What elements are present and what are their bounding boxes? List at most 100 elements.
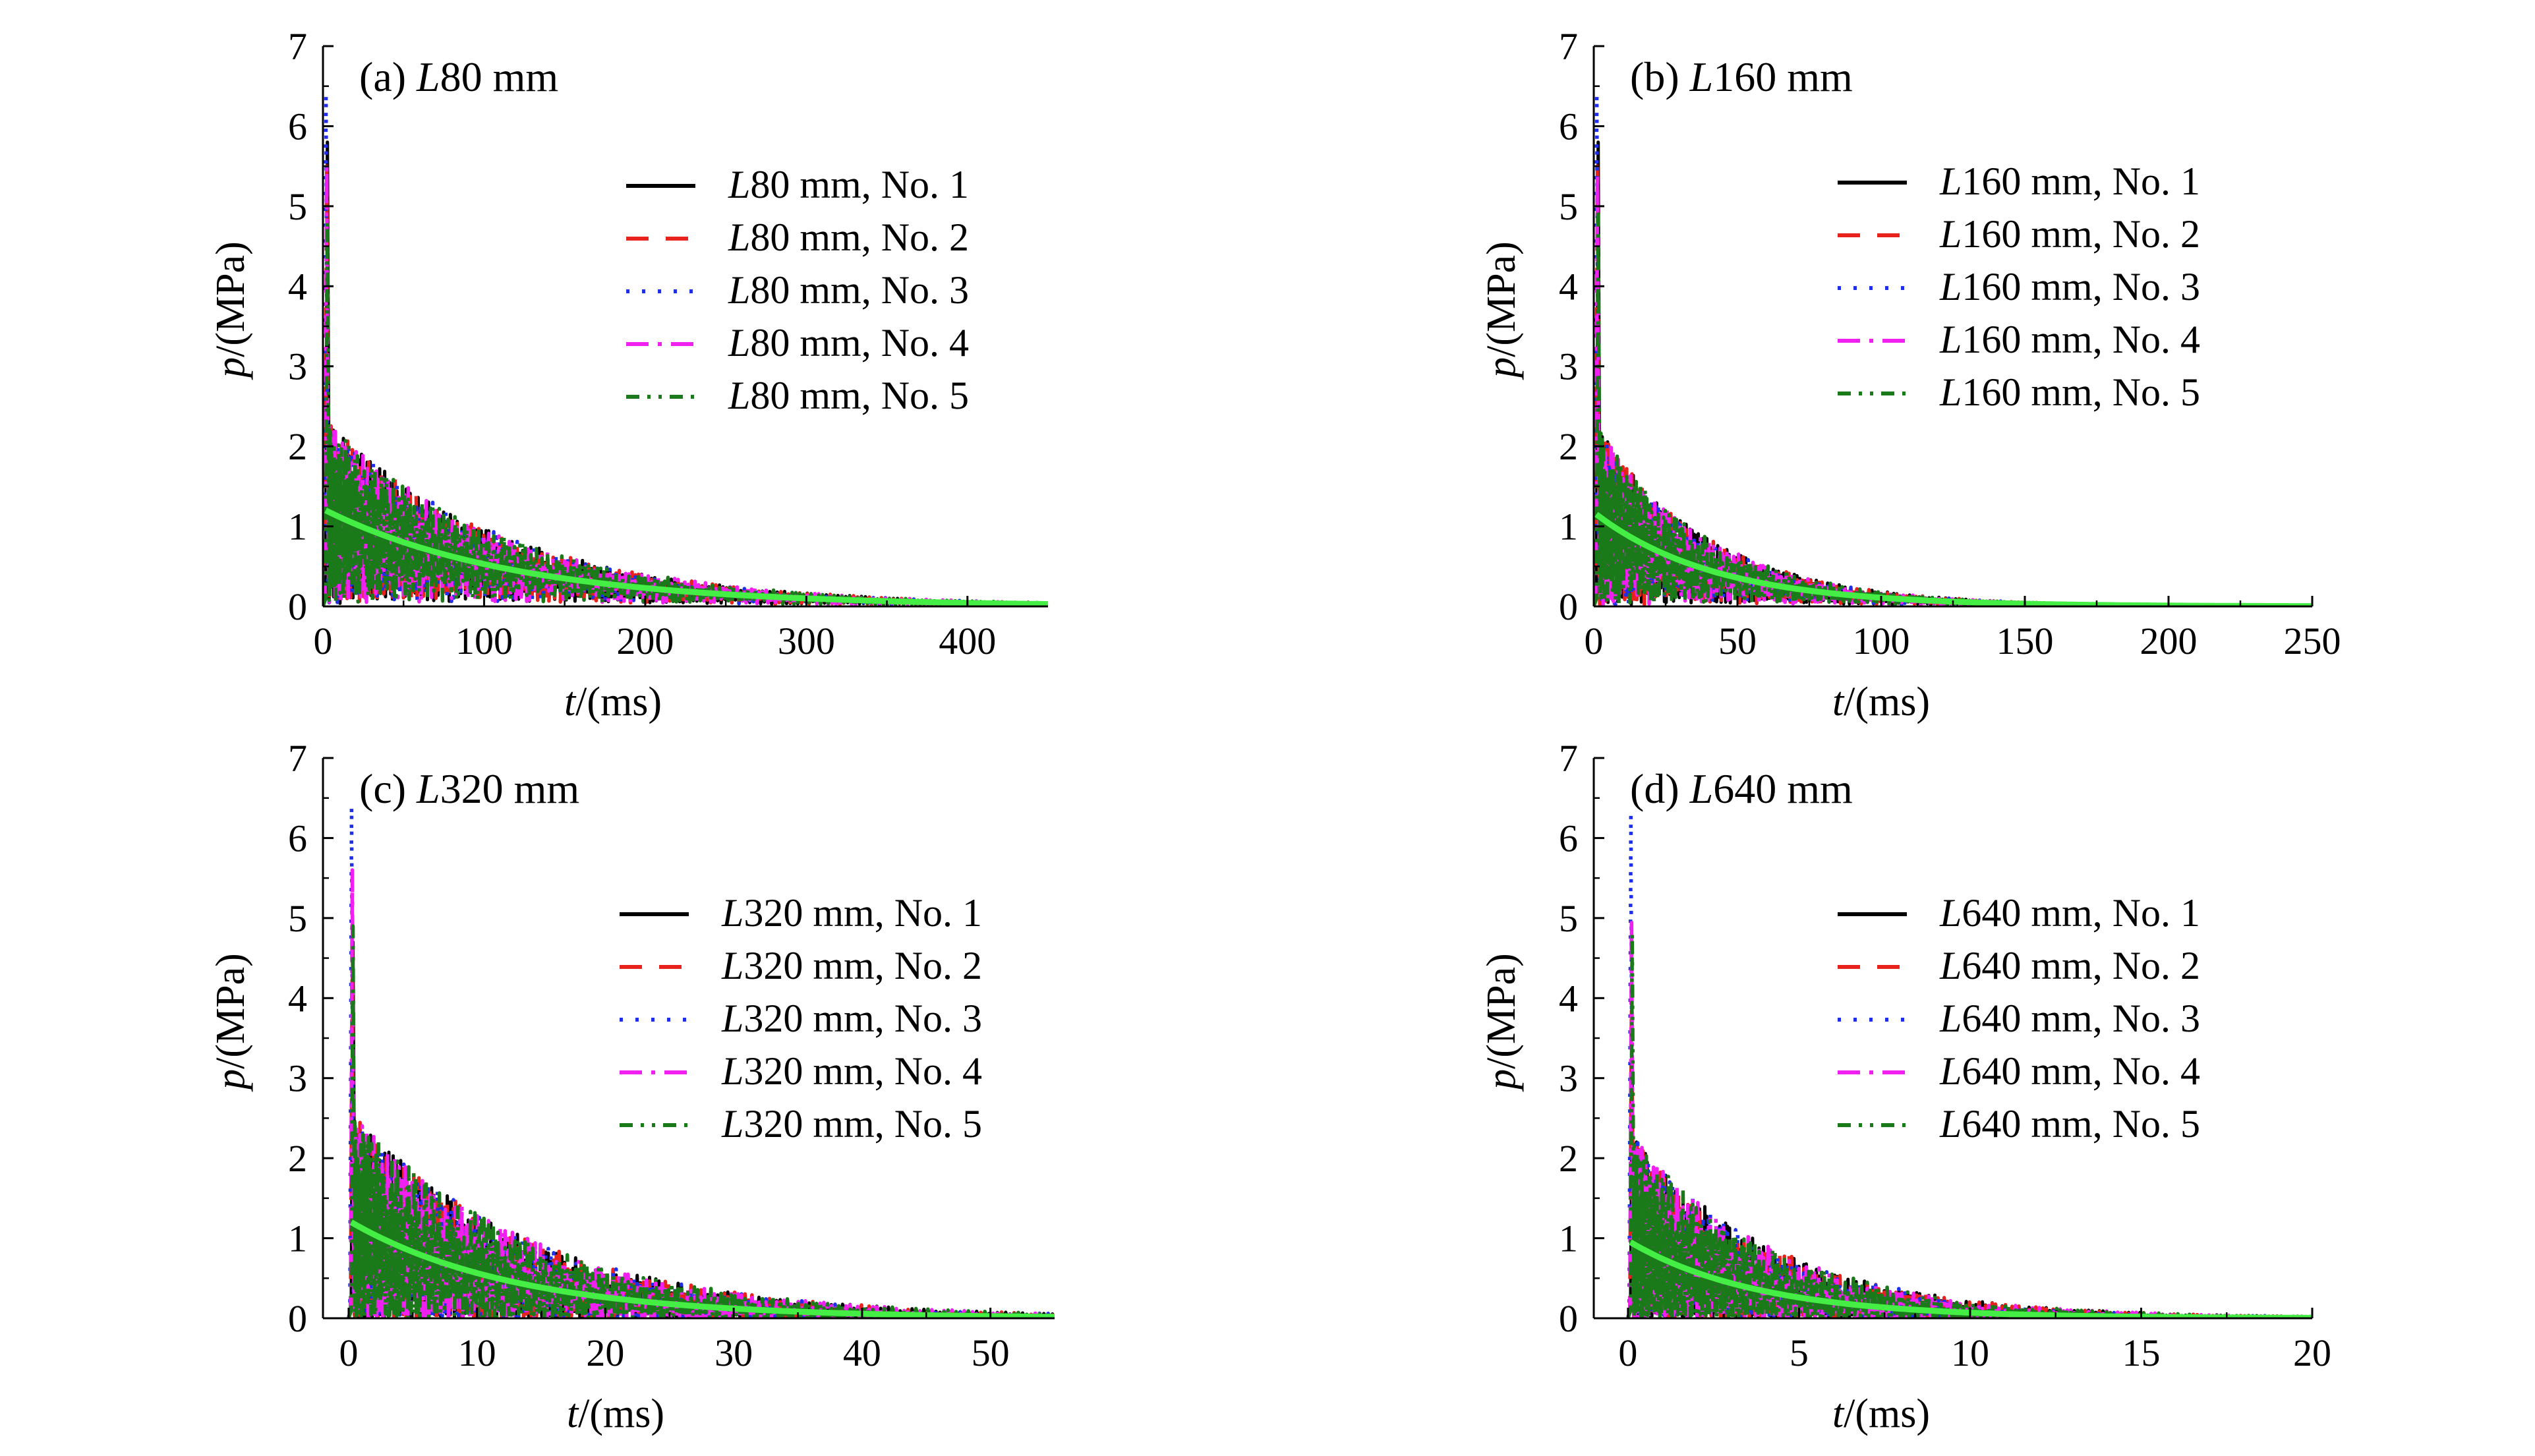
- text-variable: t: [1832, 1391, 1845, 1436]
- text-suffix: 80 mm, No. 2: [750, 216, 969, 259]
- legend-label-4: L640 mm, No. 4: [1939, 1049, 2200, 1093]
- y-axis-label: p/(MPa): [1479, 241, 1524, 380]
- legend-label-4: L160 mm, No. 4: [1939, 318, 2200, 361]
- text-suffix: 320 mm, No. 5: [743, 1102, 982, 1146]
- y-tick-label: 3: [288, 1057, 307, 1100]
- text-variable: L: [1689, 53, 1714, 100]
- x-tick-label: 100: [455, 620, 513, 662]
- series-line-5: [347, 924, 1055, 1318]
- text-variable: p: [208, 1069, 253, 1092]
- y-tick-label: 0: [288, 585, 307, 628]
- x-tick-label: 50: [1718, 620, 1757, 662]
- y-tick-label: 1: [1559, 1217, 1578, 1260]
- legend-label-3: L320 mm, No. 3: [721, 997, 982, 1040]
- text-prefix: (c): [359, 765, 417, 812]
- text-variable: L: [1939, 1102, 1962, 1146]
- x-tick-label: 15: [2122, 1331, 2160, 1374]
- text-variable: L: [721, 1049, 743, 1093]
- text-suffix: /(ms): [1844, 1391, 1930, 1436]
- x-tick-label: 20: [586, 1331, 624, 1374]
- x-tick-label: 250: [2284, 620, 2341, 662]
- text-variable: L: [1939, 891, 1962, 935]
- legend-label-4: L80 mm, No. 4: [728, 321, 969, 364]
- text-variable: L: [728, 163, 750, 206]
- y-tick-label: 1: [288, 506, 307, 548]
- text-prefix: (a): [359, 53, 417, 100]
- x-axis-label: t/(ms): [1832, 680, 1930, 724]
- y-tick-label: 4: [1559, 265, 1578, 308]
- text-variable: L: [1689, 765, 1714, 812]
- text-suffix: 80 mm: [440, 53, 559, 100]
- text-suffix: 320 mm, No. 2: [743, 944, 982, 987]
- text-suffix: /(ms): [575, 680, 662, 724]
- x-tick-label: 5: [1790, 1331, 1809, 1374]
- text-suffix: 160 mm, No. 4: [1962, 318, 2200, 361]
- plot-area: [1626, 812, 2312, 1318]
- legend-label-2: L320 mm, No. 2: [721, 944, 982, 987]
- legend-label-2: L640 mm, No. 2: [1939, 944, 2200, 987]
- text-suffix: 80 mm, No. 5: [750, 374, 969, 417]
- panel-title: (c) L320 mm: [359, 765, 579, 812]
- text-suffix: /(ms): [578, 1391, 664, 1436]
- text-variable: L: [1939, 160, 1962, 203]
- text-variable: L: [1939, 1049, 1962, 1093]
- legend-label-5: L80 mm, No. 5: [728, 374, 969, 417]
- y-tick-label: 0: [288, 1297, 307, 1340]
- legend-label-5: L320 mm, No. 5: [721, 1102, 982, 1146]
- y-tick-label: 7: [288, 25, 307, 68]
- legend-label-1: L640 mm, No. 1: [1939, 891, 2200, 935]
- text-variable: t: [567, 1391, 579, 1436]
- text-variable: L: [416, 765, 440, 812]
- y-tick-label: 7: [288, 737, 307, 780]
- text-variable: L: [721, 944, 743, 987]
- text-suffix: /(ms): [1844, 680, 1930, 724]
- text-variable: L: [728, 216, 750, 259]
- text-variable: L: [721, 891, 743, 935]
- x-tick-label: 400: [939, 620, 996, 662]
- text-variable: L: [1939, 212, 1962, 256]
- y-tick-label: 5: [288, 185, 307, 228]
- text-suffix: /(MPa): [208, 241, 253, 357]
- y-axis-label: p/(MPa): [208, 953, 253, 1092]
- panel-title: (a) L80 mm: [359, 53, 558, 100]
- text-suffix: 160 mm, No. 3: [1962, 265, 2200, 308]
- y-tick-label: 6: [288, 817, 307, 859]
- text-suffix: 320 mm, No. 4: [743, 1049, 982, 1093]
- y-tick-label: 5: [1559, 185, 1578, 228]
- y-tick-label: 4: [288, 265, 307, 308]
- text-variable: L: [1939, 265, 1962, 308]
- text-variable: L: [1939, 997, 1962, 1040]
- text-suffix: 640 mm, No. 4: [1962, 1049, 2200, 1093]
- text-suffix: 320 mm, No. 3: [743, 997, 982, 1040]
- text-suffix: 160 mm, No. 2: [1962, 212, 2200, 256]
- text-variable: L: [1939, 944, 1962, 987]
- y-tick-label: 6: [288, 105, 307, 148]
- y-tick-label: 7: [1559, 737, 1578, 780]
- y-axis-label: p/(MPa): [1479, 953, 1524, 1092]
- text-suffix: 640 mm: [1713, 765, 1853, 812]
- text-suffix: 80 mm, No. 4: [750, 321, 969, 364]
- y-tick-label: 3: [1559, 1057, 1578, 1100]
- text-suffix: 160 mm: [1713, 53, 1853, 100]
- text-suffix: 640 mm, No. 1: [1962, 891, 2200, 935]
- text-suffix: 320 mm: [440, 765, 580, 812]
- text-variable: L: [728, 268, 750, 312]
- legend-label-2: L160 mm, No. 2: [1939, 212, 2200, 256]
- legend-label-1: L80 mm, No. 1: [728, 163, 969, 206]
- y-tick-label: 4: [288, 977, 307, 1020]
- x-tick-label: 50: [972, 1331, 1010, 1374]
- text-variable: L: [721, 997, 743, 1040]
- x-tick-label: 150: [1996, 620, 2054, 662]
- y-tick-label: 1: [288, 1217, 307, 1260]
- text-variable: L: [728, 321, 750, 364]
- x-tick-label: 40: [843, 1331, 881, 1374]
- plot-area: [323, 92, 1048, 606]
- text-variable: L: [728, 374, 750, 417]
- x-tick-label: 10: [458, 1331, 496, 1374]
- text-suffix: 640 mm, No. 2: [1962, 944, 2200, 987]
- legend-label-3: L160 mm, No. 3: [1939, 265, 2200, 308]
